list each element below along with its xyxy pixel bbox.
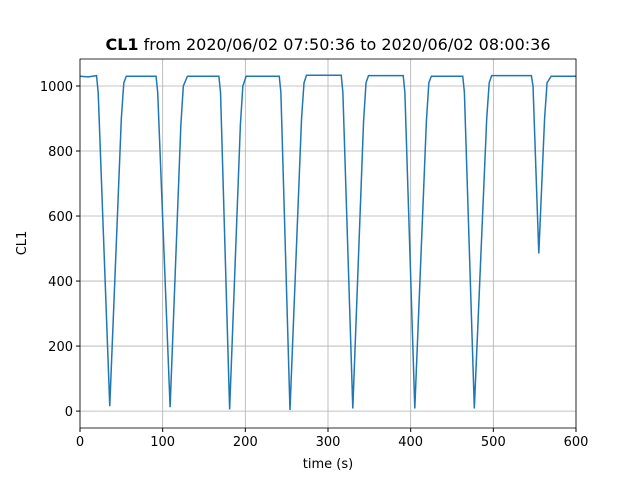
y-tick-label: 200 xyxy=(48,340,73,355)
data-line xyxy=(79,74,576,411)
x-tick-label: 600 xyxy=(564,435,589,450)
y-tick-label: 600 xyxy=(48,210,73,225)
title-bold: CL1 xyxy=(105,35,138,54)
x-tick-label: 300 xyxy=(316,435,341,450)
y-tick-label: 400 xyxy=(48,275,73,290)
y-axis-label: CL1 xyxy=(15,231,30,256)
x-tick-label: 0 xyxy=(76,435,84,450)
y-tick-label: 0 xyxy=(65,405,73,420)
title-text: from 2020/06/02 07:50:36 to 2020/06/02 0… xyxy=(144,35,551,54)
y-tick-label: 800 xyxy=(48,145,73,160)
x-tick-label: 100 xyxy=(150,435,175,450)
y-tick-label: 1000 xyxy=(40,80,73,95)
plot-frame xyxy=(79,58,577,429)
chart-title: CL1 from 2020/06/02 07:50:36 to 2020/06/… xyxy=(105,35,550,54)
x-tick-label: 200 xyxy=(233,435,258,450)
x-tick-label: 400 xyxy=(398,435,423,450)
x-tick-label: 500 xyxy=(481,435,506,450)
x-axis-label: time (s) xyxy=(303,457,353,472)
